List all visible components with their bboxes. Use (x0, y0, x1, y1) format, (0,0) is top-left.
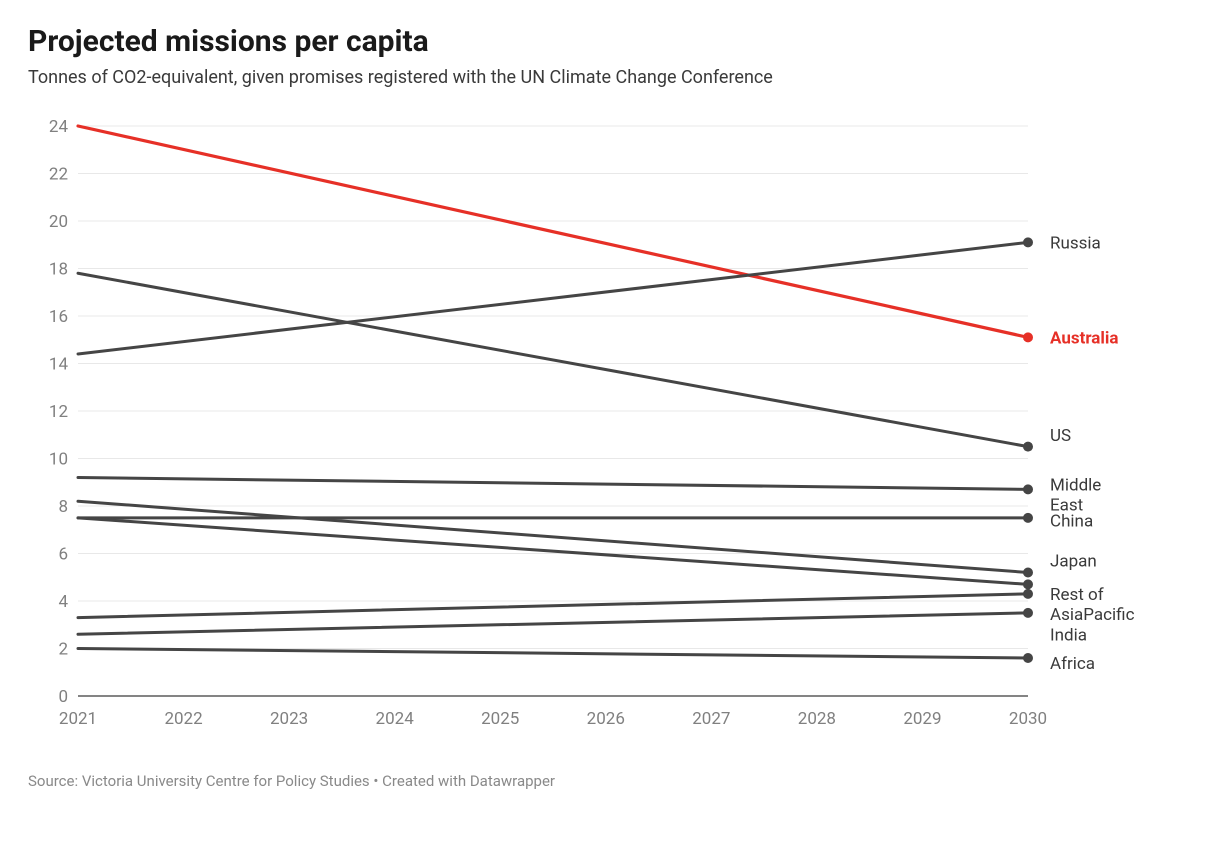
y-tick-label: 14 (49, 355, 69, 375)
series-line (78, 126, 1028, 337)
y-tick-label: 0 (58, 687, 68, 707)
series-end-marker (1023, 653, 1033, 663)
x-tick-label: 2027 (692, 709, 730, 729)
y-tick-label: 4 (58, 592, 68, 612)
series-line (78, 518, 1028, 585)
series-end-marker (1023, 579, 1033, 589)
series-label: India (1050, 625, 1087, 645)
x-tick-label: 2026 (587, 709, 625, 729)
y-tick-label: 2 (58, 640, 68, 660)
x-tick-label: 2022 (164, 709, 202, 729)
series-label: Africa (1050, 654, 1095, 674)
series-end-marker (1023, 332, 1033, 342)
series-label: Middle (1050, 476, 1101, 496)
x-tick-label: 2025 (481, 709, 519, 729)
series-label: Japan (1050, 552, 1097, 572)
series-label: AsiaPacific (1050, 605, 1135, 625)
series-label: China (1050, 511, 1093, 531)
chart-container: 0246810121416182022242021202220232024202… (28, 116, 1192, 756)
x-tick-label: 2030 (1009, 709, 1047, 729)
y-tick-label: 20 (49, 212, 68, 232)
series-label: US (1050, 426, 1071, 446)
series-end-marker (1023, 568, 1033, 578)
series-end-marker (1023, 484, 1033, 494)
y-tick-label: 6 (58, 545, 68, 565)
series-line (78, 478, 1028, 490)
x-tick-label: 2028 (798, 709, 836, 729)
series-label: Rest of (1050, 585, 1104, 605)
x-tick-label: 2024 (376, 709, 415, 729)
chart-source: Source: Victoria University Centre for P… (28, 772, 1192, 790)
series-label: Australia (1050, 328, 1118, 348)
x-tick-label: 2023 (270, 709, 308, 729)
chart-title: Projected missions per capita (28, 24, 1192, 59)
y-tick-label: 22 (49, 165, 68, 185)
series-line (78, 594, 1028, 618)
series-end-marker (1023, 237, 1033, 247)
y-tick-label: 18 (49, 260, 68, 280)
y-tick-label: 16 (49, 307, 68, 327)
x-tick-label: 2029 (903, 709, 941, 729)
series-end-marker (1023, 608, 1033, 618)
y-tick-label: 10 (49, 450, 68, 470)
series-line (78, 613, 1028, 634)
series-end-marker (1023, 513, 1033, 523)
series-end-marker (1023, 589, 1033, 599)
series-label: Russia (1050, 233, 1101, 253)
series-line (78, 649, 1028, 659)
chart-subtitle: Tonnes of CO2-equivalent, given promises… (28, 67, 1192, 88)
line-chart: 0246810121416182022242021202220232024202… (28, 116, 1192, 756)
x-tick-label: 2021 (59, 709, 97, 729)
series-end-marker (1023, 442, 1033, 452)
y-tick-label: 12 (49, 402, 68, 422)
y-tick-label: 8 (58, 497, 68, 517)
series-line (78, 501, 1028, 572)
y-tick-label: 24 (49, 117, 69, 137)
